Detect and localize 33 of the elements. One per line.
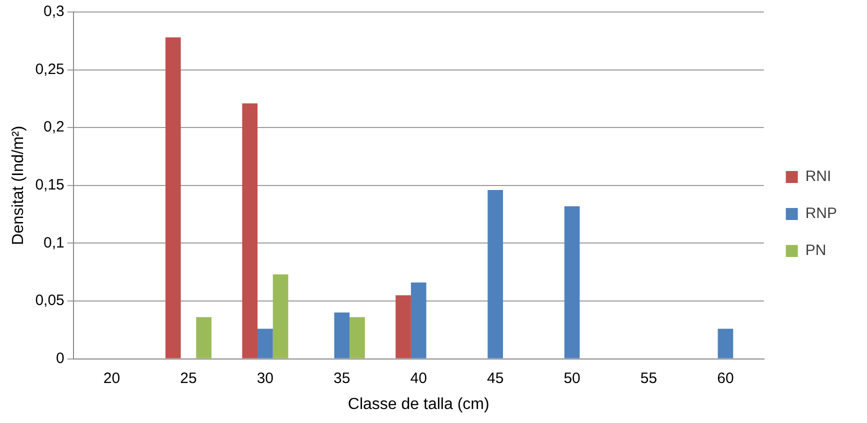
x-tick-label: 55 — [640, 370, 658, 387]
bar — [165, 37, 181, 358]
bar — [196, 317, 212, 358]
y-tick-label: 0 — [56, 350, 64, 367]
y-tick-label: 0,25 — [35, 60, 64, 78]
x-axis-title: Classe de talla (cm) — [348, 396, 490, 413]
bar — [488, 190, 503, 358]
x-tick-label: 35 — [334, 370, 350, 387]
bar — [396, 295, 411, 358]
bar — [258, 328, 273, 358]
bar — [334, 312, 350, 358]
bar — [410, 282, 426, 358]
y-tick-label: 0,05 — [35, 292, 64, 310]
bar — [242, 103, 258, 358]
x-tick-label: 25 — [180, 370, 197, 387]
y-tick-label: 0,1 — [44, 234, 64, 252]
x-tick-label: 30 — [256, 370, 274, 387]
y-tick-label: 0,15 — [35, 176, 64, 194]
bar — [564, 206, 580, 358]
legend-label: RNI — [805, 168, 832, 186]
legend-label: PN — [805, 242, 826, 260]
legend-label: RNP — [805, 205, 837, 222]
y-tick-label: 0,3 — [44, 3, 64, 20]
y-tick-label: 0,2 — [44, 118, 64, 136]
x-tick-label: 40 — [410, 370, 427, 387]
x-tick-label: 20 — [103, 370, 120, 387]
x-tick-label: 50 — [564, 370, 580, 387]
x-tick-label: 60 — [717, 370, 734, 387]
x-tick-label: 45 — [486, 370, 504, 387]
bar — [350, 317, 365, 358]
bar — [272, 274, 288, 358]
bar — [718, 328, 734, 358]
y-axis-title: Densitat (Ind/m²) — [10, 126, 28, 245]
